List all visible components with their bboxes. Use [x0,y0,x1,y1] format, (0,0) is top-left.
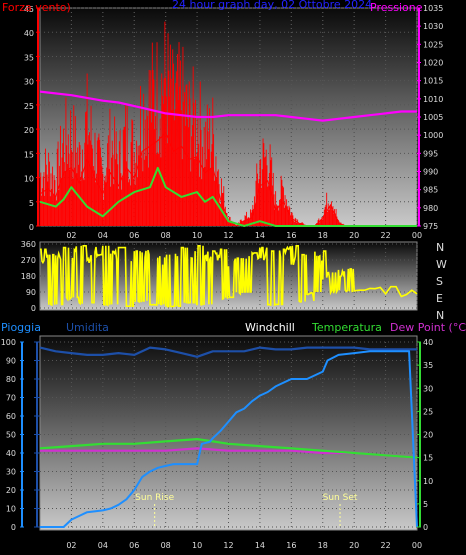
x-tick-label: 12 [223,231,233,240]
x-tick-label: 22 [380,541,390,550]
rain-tick-label: 80 [6,375,16,384]
x-tick-label: 10 [192,541,202,550]
pressure-tick-label: 1025 [423,40,443,49]
direction-tick-label: 0 [31,304,36,313]
direction-tick-label: 90 [26,288,36,297]
rain-tick-label: 10 [6,505,16,514]
wind-tick-label: 5 [29,199,34,208]
rain-tick-label: 70 [6,394,16,403]
wind-mean-line [39,132,347,227]
wind-tick-label: 20 [24,126,34,135]
humidity-line [39,346,417,358]
wind-tick-label: 0 [29,223,34,232]
temp-tick-label: 5 [423,500,428,509]
x-tick-label: 20 [349,541,359,550]
wind-tick-label: 40 [24,29,34,38]
direction-series [40,245,418,308]
rain-panel-frame [39,335,418,531]
compass-label: E [436,292,443,305]
temp-tick-label: 10 [423,477,433,486]
sun-marker-label: Sun Rise [135,493,174,503]
rain-axis-label: Pioggia [1,321,41,334]
pressure-tick-label: 985 [423,186,438,195]
rain-tick-label: 40 [6,449,16,458]
compass-label: N [436,241,444,254]
temp-tick-label: 15 [423,454,433,463]
x-tick-label: 16 [286,231,296,240]
wind-axis-label: Forza vento) [2,1,71,14]
compass-label: S [436,275,443,288]
rain-tick-label: 50 [6,431,16,440]
x-tick-label: 04 [98,231,108,240]
temp-tick-label: 40 [423,338,433,347]
pressure-tick-label: 1020 [423,59,443,68]
sun-marker-label: Sun Set [323,493,358,503]
rain-tick-label: 30 [6,468,16,477]
x-tick-label: 02 [66,231,76,240]
pressure-tick-label: 995 [423,149,438,158]
temperature-label: Temperatura [311,321,382,334]
pressure-tick-label: 975 [423,222,438,231]
pressure-tick-label: 1010 [423,95,443,104]
x-tick-label: 14 [255,231,265,240]
compass-label: W [436,258,447,271]
direction-line [40,245,418,308]
x-tick-label: 16 [286,541,296,550]
x-tick-label: 18 [318,231,328,240]
pressure-tick-label: 1030 [423,22,443,31]
temp-tick-label: 25 [423,407,433,416]
rain-tick-label: 60 [6,412,16,421]
x-tick-label: 14 [255,541,265,550]
pressure-tick-label: 990 [423,168,438,177]
wind-tick-label: 45 [24,5,34,14]
windchill-label: Windchill [245,321,295,334]
x-tick-label: 12 [223,541,233,550]
x-tick-label: 02 [66,541,76,550]
pressure-tick-label: 1035 [423,4,443,13]
rain-tick-label: 100 [1,338,16,347]
rain-panel-bg [40,336,417,530]
dewpoint-label: Dew Point (°C) [390,321,466,334]
temp-tick-label: 35 [423,361,433,370]
x-tick-label: 18 [318,541,328,550]
pressure-line [39,90,417,122]
chart-title: 24 hour graph day, 02 Ottobre 2024 [172,0,372,11]
rain-tick-label: 0 [11,523,16,532]
pressure-axis-label: Pressione [370,1,423,14]
wind-tick-label: 35 [24,53,34,62]
compass-label: N [436,309,444,322]
x-tick-label: 00 [412,231,422,240]
x-tick-label: 20 [349,231,359,240]
rain-tick-label: 20 [6,486,16,495]
direction-tick-label: 360 [21,240,36,249]
x-tick-label: 00 [412,541,422,550]
temperature-line [39,438,418,459]
x-tick-label: 08 [161,541,171,550]
x-tick-label: 22 [380,231,390,240]
wind-tick-label: 25 [24,102,34,111]
x-tick-label: 06 [129,541,139,550]
pressure-tick-label: 980 [423,204,438,213]
wind-tick-label: 10 [24,175,34,184]
direction-tick-label: 270 [21,256,36,265]
wind-tick-label: 30 [24,78,34,87]
direction-tick-label: 180 [21,272,36,281]
temp-tick-label: 0 [423,523,428,532]
x-tick-label: 04 [98,541,108,550]
humidity-label: Umidita [66,321,109,334]
gust-line [39,166,417,227]
x-tick-label: 10 [192,231,202,240]
temp-tick-label: 20 [423,431,433,440]
x-tick-label: 08 [161,231,171,240]
wind-series [39,21,346,226]
temp-tick-label: 30 [423,384,433,393]
pressure-tick-label: 1000 [423,131,443,140]
wind-tick-label: 15 [24,150,34,159]
rain-tick-label: 90 [6,357,16,366]
pressure-tick-label: 1015 [423,77,443,86]
x-tick-label: 06 [129,231,139,240]
pressure-tick-label: 1005 [423,113,443,122]
rain-line [40,350,418,528]
